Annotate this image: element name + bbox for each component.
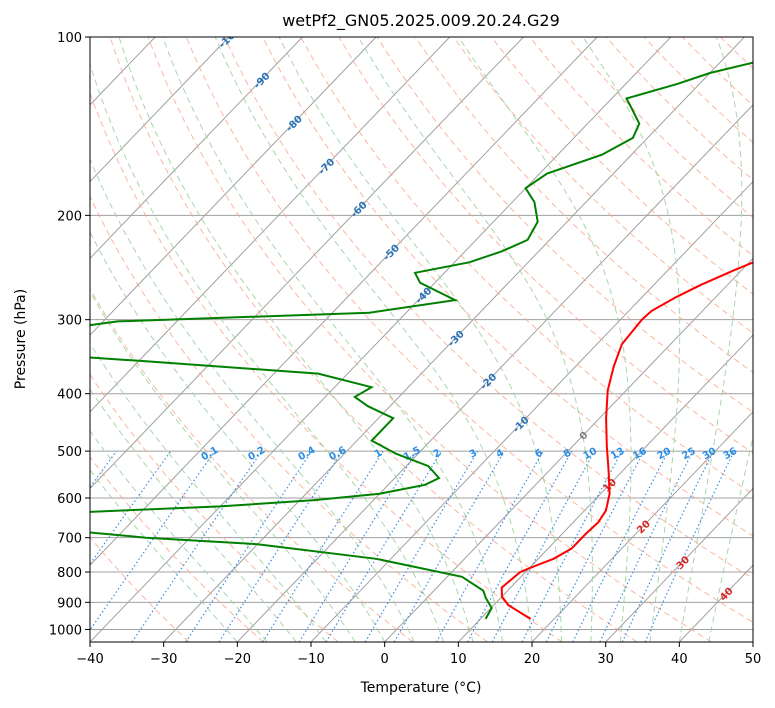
x-tick-label: −40 bbox=[76, 652, 103, 667]
isotherm-line bbox=[90, 37, 524, 490]
mixing-ratio-label: 1 bbox=[373, 448, 385, 461]
y-tick-label: 100 bbox=[57, 31, 82, 46]
moist-adiabat-line bbox=[214, 37, 533, 642]
plot-frame bbox=[89, 36, 754, 643]
moist-adiabat-line bbox=[278, 37, 562, 642]
chart-title: wetPf2_GN05.2025.009.20.24.G29 bbox=[282, 11, 560, 31]
moist-adiabat-line bbox=[457, 37, 632, 642]
x-tick-label: 30 bbox=[597, 652, 614, 667]
background-lines bbox=[90, 37, 753, 642]
y-tick-label: 200 bbox=[57, 209, 82, 224]
isotherm-line bbox=[384, 257, 753, 642]
mixing-ratio-label: 6 bbox=[533, 448, 545, 461]
dry-adiabat-line bbox=[491, 37, 753, 295]
profile-traces bbox=[90, 61, 753, 620]
mixing-ratio-label: 4 bbox=[494, 448, 506, 461]
mixing-ratio-line bbox=[572, 450, 669, 642]
isotherm-line bbox=[90, 37, 672, 642]
moist-adiabat-line bbox=[90, 62, 445, 642]
dry-adiabat-line bbox=[414, 37, 753, 374]
dry-adiabat-line bbox=[90, 195, 488, 642]
y-tick-label: 400 bbox=[57, 388, 82, 403]
mixing-ratio-line bbox=[262, 450, 384, 642]
moist-adiabat-line bbox=[90, 388, 297, 642]
y-tick-label: 500 bbox=[57, 445, 82, 460]
isotherm-line bbox=[163, 37, 745, 642]
mixing-ratio-line bbox=[218, 450, 343, 642]
x-tick-label: 20 bbox=[524, 652, 541, 667]
isotherm-line bbox=[457, 334, 753, 642]
mixing-ratio-label: 8 bbox=[562, 448, 574, 461]
isotherm-line bbox=[236, 104, 753, 642]
moist-adiabat-line bbox=[118, 37, 474, 642]
x-tick-label: −20 bbox=[224, 652, 251, 667]
moist-adiabat-line bbox=[90, 468, 238, 642]
x-tick-label: 50 bbox=[745, 652, 762, 667]
moist-adiabat-line bbox=[90, 290, 356, 642]
moist-adiabat-line bbox=[90, 429, 268, 642]
moist-adiabat-line bbox=[708, 434, 753, 642]
moist-adiabat-line bbox=[582, 37, 681, 642]
x-tick-label: −30 bbox=[150, 652, 177, 667]
x-axis-label: Temperature (°C) bbox=[360, 680, 482, 696]
isotherm-line bbox=[90, 37, 598, 566]
dry-adiabat-line bbox=[376, 37, 753, 413]
y-axis-label: Pressure (hPa) bbox=[13, 289, 29, 389]
mixing-ratio-label: 2 bbox=[431, 448, 443, 461]
y-tick-label: 700 bbox=[57, 532, 82, 547]
y-tick-label: 1000 bbox=[49, 623, 82, 638]
y-tick-label: 800 bbox=[57, 566, 82, 581]
dry-adiabat-line bbox=[90, 91, 563, 642]
y-tick-label: 900 bbox=[57, 596, 82, 611]
x-tick-label: 0 bbox=[381, 652, 389, 667]
y-tick-label: 600 bbox=[57, 492, 82, 507]
moist-adiabat-line bbox=[678, 37, 743, 642]
dewpoint-trace bbox=[90, 61, 753, 620]
moist-adiabat-line bbox=[90, 230, 386, 642]
x-tick-label: 10 bbox=[450, 652, 467, 667]
moist-adiabat-line bbox=[162, 37, 503, 642]
mixing-ratio-line bbox=[298, 450, 418, 642]
dry-adiabat-line bbox=[185, 37, 753, 623]
dry-adiabat-line bbox=[147, 37, 712, 642]
mixing-ratio-line bbox=[131, 450, 263, 642]
moist-adiabat-line bbox=[358, 37, 593, 642]
isotherm-line bbox=[90, 37, 377, 336]
isotherm-line bbox=[531, 411, 753, 642]
mixing-ratio-line bbox=[466, 450, 573, 642]
isotherm-line bbox=[90, 37, 303, 260]
mixing-ratio-line bbox=[435, 450, 544, 642]
dry-adiabat-line bbox=[90, 287, 414, 642]
dry-adiabat-line bbox=[109, 37, 638, 642]
mixing-ratio-line bbox=[185, 450, 313, 642]
temperature-trace bbox=[500, 261, 753, 620]
dry-adiabat-line bbox=[452, 37, 753, 334]
dry-adiabat-line bbox=[90, 456, 264, 642]
moist-adiabat-line bbox=[90, 342, 327, 642]
mixing-ratio-line bbox=[545, 450, 645, 642]
mixing-ratio-line bbox=[325, 450, 443, 642]
mixing-ratio-line bbox=[491, 450, 596, 642]
isotherm-line bbox=[90, 37, 230, 183]
x-tick-label: −10 bbox=[297, 652, 324, 667]
axis-ticks: −40 −30 −20 −10 0 10 20 30 40 50 1000 900 800 700 600 5… bbox=[49, 31, 761, 667]
y-tick-label: 300 bbox=[57, 314, 82, 329]
mixing-ratio-label: 3 bbox=[468, 448, 480, 461]
mixing-ratio-line bbox=[90, 450, 172, 565]
isotherm-line bbox=[90, 37, 451, 413]
x-tick-label: 40 bbox=[671, 652, 688, 667]
mixing-ratio-line bbox=[90, 450, 216, 632]
isotherm-line bbox=[605, 487, 753, 642]
